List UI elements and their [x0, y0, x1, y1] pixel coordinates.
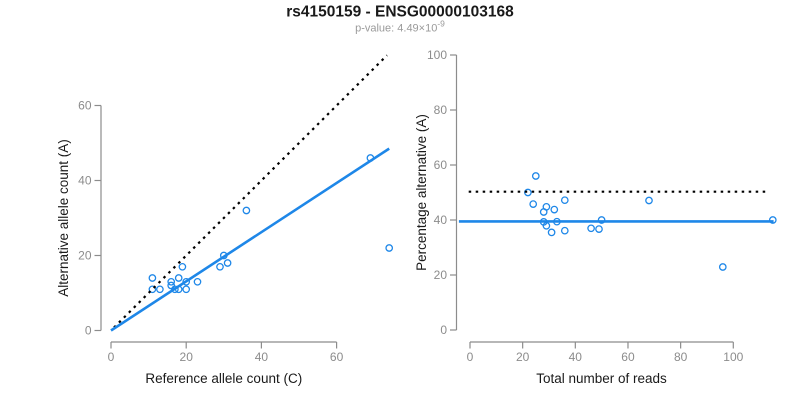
data-point [560, 196, 569, 205]
right-scatter-plot: 0 20 40 60 80 100 0 20 40 60 80 100 [427, 48, 777, 364]
y-tick-label: 80 [434, 103, 448, 117]
page-title: rs4150159 - ENSG00000103168 [286, 4, 514, 21]
right-x-axis-label: Total number of reads [536, 371, 667, 386]
data-point [193, 277, 202, 286]
pvalue-text: p-value: 4.49×10 [355, 23, 437, 35]
y-tick-label: 40 [78, 174, 92, 188]
x-tick-label: 20 [180, 350, 194, 364]
y-tick-label: 100 [427, 48, 447, 62]
data-point [167, 277, 176, 286]
x-tick-label: 60 [621, 350, 635, 364]
pvalue-subtitle: p-value: 4.49×10-9 [355, 19, 445, 35]
x-tick-label: 20 [516, 350, 530, 364]
left-scatter-plot: 0 20 40 60 0 20 40 60 [78, 54, 394, 364]
pvalue-exponent: -9 [437, 19, 445, 29]
x-tick-label: 80 [674, 350, 688, 364]
data-point [148, 274, 157, 282]
data-point [547, 228, 556, 237]
data-point [242, 206, 251, 215]
identity-line [113, 54, 388, 329]
data-point [174, 274, 183, 282]
data-point [560, 226, 569, 235]
data-point [531, 172, 540, 180]
data-point [550, 205, 559, 214]
left-x-axis-label: Reference allele count (C) [145, 371, 302, 386]
data-point [178, 262, 187, 271]
data-point [182, 285, 191, 294]
data-point [148, 285, 157, 294]
y-tick-label: 20 [78, 249, 92, 263]
x-tick-label: 0 [467, 350, 474, 364]
data-point [216, 262, 224, 271]
x-tick-label: 40 [569, 350, 583, 364]
y-tick-label: 60 [78, 99, 92, 113]
y-tick-label: 0 [85, 324, 92, 338]
x-tick-label: 100 [723, 350, 743, 364]
left-y-axis-label: Alternative allele count (A) [56, 139, 71, 297]
x-tick-label: 40 [255, 350, 269, 364]
fit-line [110, 147, 390, 332]
data-point [385, 244, 394, 252]
y-tick-label: 40 [434, 213, 448, 227]
right-y-axis-label: Percentage alternative (A) [414, 114, 429, 271]
y-tick-label: 0 [440, 323, 447, 337]
x-tick-label: 60 [330, 350, 344, 364]
data-point [539, 208, 548, 216]
data-point [182, 277, 191, 286]
data-point [223, 259, 232, 267]
x-tick-label: 0 [108, 350, 115, 364]
data-point [529, 200, 538, 208]
data-point [718, 263, 727, 271]
data-point [587, 224, 595, 233]
data-point [645, 196, 653, 205]
y-tick-label: 60 [434, 158, 448, 172]
data-point [597, 216, 606, 224]
y-tick-label: 20 [434, 268, 448, 282]
data-point [595, 225, 603, 233]
data-point [768, 216, 777, 224]
data-point [156, 285, 164, 294]
